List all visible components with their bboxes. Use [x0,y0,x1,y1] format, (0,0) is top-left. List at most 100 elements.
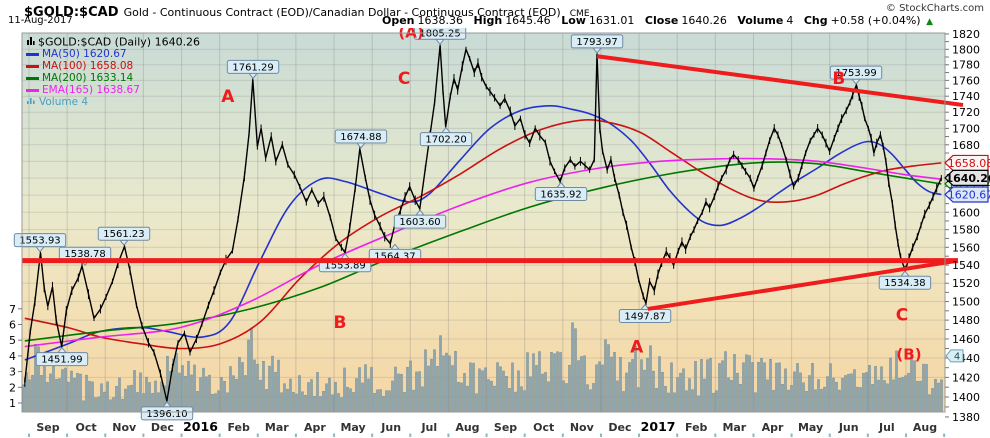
callout-1793.97: 1793.97 [570,34,624,54]
month-label: Jul [420,421,437,434]
month-label: Aug [455,421,479,434]
svg-text:1793.97: 1793.97 [576,37,617,48]
volume-axis-left: 1 2 3 4 5 6 7 [9,303,22,410]
svg-text:1620.67: 1620.67 [948,189,990,202]
series-price [24,45,942,402]
svg-text:1603.60: 1603.60 [399,217,440,228]
rising-trendline [647,258,959,311]
year-label: 2017 [641,419,676,434]
callout-1451.99: 1451.99 [35,346,89,367]
date-axis: Sep Oct Nov Dec 2016 Feb Mar Apr May Jun Jul Aug Sep… [28,419,946,437]
svg-text:1674.88: 1674.88 [340,132,381,143]
month-label: May [340,421,365,434]
open-label: Open [381,14,415,27]
legend-ma100-row: MA(100) 1658.08 [26,60,200,72]
callout-1534.38: 1534.38 [878,270,932,290]
legend-ema165-row: EMA(165) 1638.67 [26,84,200,96]
svg-text:1702.20: 1702.20 [425,135,466,146]
month-label: Aug [913,421,937,434]
legend-ma50-row: MA(50) 1620.67 [26,48,200,60]
symbol-description: Gold - Continuous Contract (EOD)/Canadia… [123,6,561,19]
legend-ma100-label: MA(100) 1658.08 [42,60,134,72]
month-label: May [798,421,823,434]
svg-text:1553.89: 1553.89 [324,261,365,272]
month-label: Sep [494,421,517,434]
letter-C: C [896,305,908,325]
month-label: Apr [762,421,784,434]
svg-text:1600: 1600 [952,206,980,219]
month-label: Dec [151,421,174,434]
open-value: 1638.36 [417,14,464,27]
series-lines [24,41,942,405]
svg-text:1480: 1480 [952,314,980,327]
svg-text:5: 5 [9,334,16,347]
gridlines [22,33,945,412]
plot-border [21,32,946,413]
callout-1635.92: 1635.92 [534,181,588,202]
letter-A: A [221,87,235,107]
svg-text:1380: 1380 [952,411,980,424]
chart-header: $GOLD:$CAD Gold - Continuous Contract (E… [0,0,990,28]
ma50-line-swatch [26,52,39,56]
svg-text:1540: 1540 [952,259,980,272]
callout-1553.93: 1553.93 [13,233,67,253]
svg-text:1: 1 [9,397,16,410]
exchange: CME [569,9,590,19]
svg-text:1561.23: 1561.23 [103,229,144,240]
svg-text:1538.78: 1538.78 [64,249,105,260]
svg-text:1520: 1520 [952,277,980,290]
svg-text:1720: 1720 [952,106,980,119]
svg-text:2: 2 [9,381,16,394]
svg-text:1700: 1700 [952,122,980,135]
callout-1702.20: 1702.20 [419,126,473,147]
symbol: $GOLD:$CAD [24,5,119,20]
callout-1396.10: 1396.10 [140,401,194,421]
legend-ma50-label: MA(50) 1620.67 [42,48,127,60]
close-label: Close [644,14,679,27]
price-badge-1658.08: 1658.08 [944,154,990,172]
callout-1603.60: 1603.60 [393,209,447,229]
callout-1761.29: 1761.29 [226,59,280,80]
month-label: Apr [304,421,326,434]
chg-value: +0.58 (+0.04%) [830,14,921,27]
title-row: $GOLD:$CAD Gold - Continuous Contract (E… [24,1,590,20]
high-value: 1645.46 [505,14,551,27]
ohlc-quote-bar: Open 1638.36 High 1645.46 Low 1631.01 Close… [382,14,933,27]
month-label: Mar [722,421,746,434]
svg-text:6: 6 [9,319,16,332]
legend-volume-label: Volume 4 [39,96,89,108]
svg-text:1635.92: 1635.92 [540,190,581,201]
price-axis-right: 1380140014201440146014801500152015401560… [945,28,980,424]
svg-text:1805.25: 1805.25 [419,28,460,39]
letter-B: B [832,69,845,89]
svg-text:1780: 1780 [952,59,980,72]
low-label: Low [561,14,586,27]
chg-label: Chg [803,14,828,27]
svg-text:1580: 1580 [952,224,980,237]
low-value: 1631.01 [588,14,635,27]
legend-volume-row: Volume 4 [26,96,200,108]
letter-A: A [630,338,644,358]
month-label: Sep [36,421,59,434]
svg-text:1800: 1800 [952,43,980,56]
high-label: High [473,14,503,27]
svg-text:1420: 1420 [952,371,980,384]
legend-ma200-label: MA(200) 1633.14 [42,72,134,84]
callout-1753.99: 1753.99 [829,65,883,85]
svg-text:1680: 1680 [952,139,980,152]
price-badge-1620.67: 1620.67 [944,186,990,203]
letter-(B): (B) [896,345,921,363]
series-MA(200) [24,161,942,342]
month-label: Nov [112,421,137,434]
chart-date: 11-Aug-2017 [8,15,73,26]
svg-text:1500: 1500 [952,296,980,309]
month-label: Jun [838,421,859,434]
month-label: Mar [265,421,289,434]
month-label: Nov [570,421,595,434]
month-label: Oct [76,421,97,434]
chart-legend: $GOLD:$CAD (Daily) 1640.26 MA(50) 1620.6… [26,36,200,108]
chart-icon [26,36,35,49]
